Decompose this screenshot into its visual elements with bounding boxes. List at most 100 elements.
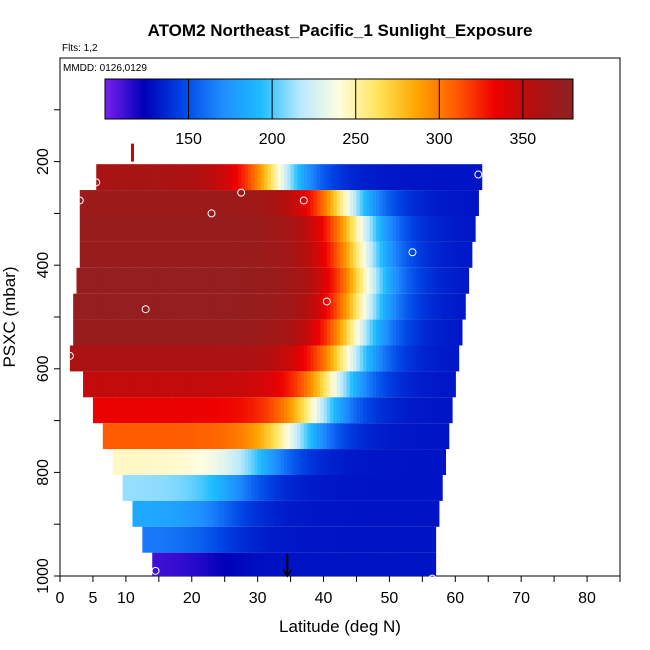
heatmap-cell — [152, 241, 157, 268]
heatmap-cell — [280, 293, 285, 320]
heatmap-cell — [234, 500, 239, 527]
heatmap-cell — [349, 241, 354, 268]
heatmap-cell — [422, 319, 427, 346]
heatmap-cell — [172, 241, 176, 268]
heatmap-cell — [432, 215, 437, 242]
heatmap-cell — [198, 345, 203, 372]
heatmap-cell — [313, 319, 318, 346]
heatmap-cell — [99, 371, 104, 398]
heatmap-cell — [237, 293, 242, 320]
heatmap-cell — [379, 449, 384, 475]
heatmap-cell — [228, 449, 232, 475]
heatmap-cell — [247, 526, 252, 553]
heatmap-cell — [412, 423, 417, 450]
heatmap-cell — [162, 526, 167, 553]
heatmap-cell — [330, 241, 335, 268]
heatmap-cell — [231, 190, 236, 216]
heatmap-cell — [468, 215, 473, 242]
heatmap-cell — [359, 552, 364, 576]
heatmap-cell — [267, 319, 272, 346]
heatmap-cell — [195, 319, 199, 346]
heatmap-cell — [379, 526, 384, 553]
heatmap-cell — [340, 526, 344, 553]
heatmap-cell — [349, 267, 354, 294]
heatmap-cell — [349, 449, 354, 475]
heatmap-cell — [399, 267, 404, 294]
heatmap-cell — [122, 215, 127, 242]
heatmap-cell — [228, 267, 232, 294]
heatmap-cell — [455, 164, 460, 191]
heatmap-cell — [270, 474, 275, 501]
heatmap-cell — [353, 526, 358, 553]
heatmap-cell — [148, 500, 153, 527]
heatmap-cell — [356, 552, 361, 576]
heatmap-cell — [356, 267, 361, 294]
heatmap-cell — [116, 293, 120, 320]
heatmap-cell — [172, 474, 176, 501]
heatmap-cell — [198, 164, 203, 191]
heatmap-cell — [287, 449, 292, 475]
heatmap-cell — [333, 190, 338, 216]
heatmap-cell — [399, 190, 404, 216]
heatmap-cell — [307, 241, 311, 268]
heatmap-cell — [363, 241, 367, 268]
heatmap-cell — [445, 345, 450, 372]
heatmap-cell — [303, 449, 308, 475]
heatmap-cell — [392, 267, 397, 294]
heatmap-cell — [392, 397, 397, 424]
heatmap-cell — [392, 552, 397, 576]
heatmap-cell — [270, 319, 275, 346]
heatmap-cell — [237, 345, 242, 372]
heatmap-cell — [353, 345, 358, 372]
heatmap-cell — [145, 267, 150, 294]
heatmap-cell — [224, 474, 229, 501]
heatmap-cell — [270, 449, 275, 475]
heatmap-cell — [277, 397, 282, 424]
heatmap-cell — [310, 500, 315, 527]
heatmap-cell — [274, 500, 279, 527]
heatmap-cell — [198, 449, 203, 475]
heatmap-cell — [316, 526, 321, 553]
heatmap-cell — [372, 164, 377, 191]
heatmap-cell — [438, 345, 443, 372]
heatmap-cell — [280, 526, 285, 553]
heatmap-cell — [353, 371, 358, 398]
heatmap-cell — [125, 164, 130, 191]
heatmap-cell — [122, 267, 127, 294]
heatmap-cell — [231, 423, 236, 450]
heatmap-cell — [86, 345, 91, 372]
heatmap-cell — [359, 164, 364, 191]
heatmap-cell — [396, 293, 400, 320]
heatmap-cell — [264, 423, 269, 450]
x-tick-label: 50 — [381, 590, 399, 607]
heatmap-cell — [287, 319, 292, 346]
heatmap-cell — [389, 474, 394, 501]
heatmap-cell — [389, 267, 394, 294]
heatmap-cell — [313, 423, 318, 450]
heatmap-cell — [422, 500, 427, 527]
heatmap-cell — [234, 397, 239, 424]
heatmap-cell — [300, 267, 305, 294]
heatmap-cell — [432, 371, 437, 398]
heatmap-cell — [162, 190, 167, 216]
heatmap-cell — [320, 526, 325, 553]
heatmap-cell — [188, 423, 193, 450]
heatmap-cell — [290, 319, 295, 346]
heatmap-cell — [185, 215, 190, 242]
heatmap-cell — [102, 164, 107, 191]
heatmap-cell — [251, 371, 255, 398]
heatmap-cell — [379, 500, 384, 527]
heatmap-cell — [214, 552, 219, 576]
heatmap-cell — [96, 267, 101, 294]
heatmap-cell — [102, 267, 107, 294]
heatmap-cell — [257, 371, 262, 398]
heatmap-cell — [165, 397, 170, 424]
heatmap-cell — [369, 241, 374, 268]
heatmap-cell — [290, 397, 295, 424]
heatmap-cell — [181, 293, 186, 320]
heatmap-cell — [168, 190, 173, 216]
heatmap-cell — [178, 449, 183, 475]
heatmap-cell — [234, 164, 239, 191]
heatmap-cell — [313, 500, 318, 527]
